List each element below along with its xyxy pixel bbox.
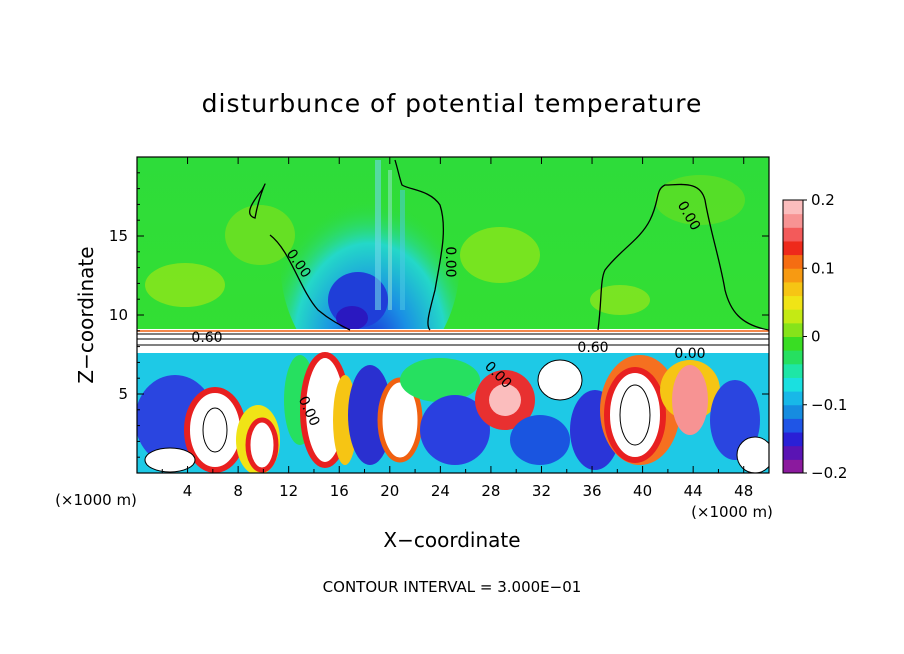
x-unit-right: (×1000 m) [691, 503, 773, 521]
plume-stripe [388, 170, 392, 310]
x-tick-label: 40 [633, 482, 652, 500]
x-tick-label: 8 [233, 482, 243, 500]
colorbar-swatch [783, 404, 803, 419]
y-tick-label: 15 [109, 227, 128, 245]
x-tick-label: 48 [734, 482, 753, 500]
colorbar-swatch [783, 377, 803, 392]
warm-patch [225, 205, 295, 265]
y-tick-label: 5 [118, 385, 128, 403]
colorbar-swatch [783, 200, 803, 215]
cold-plume [280, 157, 460, 380]
colorbar-tick-label: −0.1 [811, 396, 847, 414]
colorbar-swatch [783, 363, 803, 378]
x-tick-label: 16 [330, 482, 349, 500]
colorbar-swatch [783, 418, 803, 433]
y-axis: 5 10 15 [109, 172, 769, 458]
x-tick-label: 28 [481, 482, 500, 500]
plume-stripe [375, 160, 381, 310]
x-axis: 4 8 12 16 20 24 28 32 36 40 44 48 [161, 157, 753, 500]
y-axis-label: Z−coordinate [74, 246, 98, 383]
plot-area: 0.00 0.00 0.00 0.60 0.60 0.00 0.00 0.00 [137, 157, 769, 473]
colorbar-tick-label: 0.2 [811, 191, 835, 209]
x-axis-label: X−coordinate [383, 528, 520, 552]
x-tick-label: 12 [279, 482, 298, 500]
x-tick-label: 44 [684, 482, 703, 500]
contour-label: 0.60 [577, 340, 608, 356]
x-tick-label: 20 [380, 482, 399, 500]
colorbar-swatch [783, 227, 803, 242]
x-unit-left: (×1000 m) [55, 491, 137, 509]
colorbar-swatch [783, 268, 803, 283]
contour-label: 0.00 [674, 346, 705, 362]
colorbar-swatch [783, 459, 803, 474]
colorbar-swatch [783, 391, 803, 406]
colorbar-swatch [783, 240, 803, 256]
x-tick-label: 32 [532, 482, 551, 500]
colorbar-swatch [783, 213, 803, 228]
warm-patch [460, 227, 540, 283]
colorbar-swatch [783, 295, 803, 310]
colorbar-swatch [783, 322, 803, 337]
x-tick-label: 4 [183, 482, 193, 500]
colorbar-swatch [783, 281, 803, 297]
contour-label: 0.60 [191, 330, 222, 346]
contour-label: 0.00 [442, 246, 458, 277]
lower-eddies [137, 352, 769, 473]
warm-patch [145, 263, 225, 307]
x-tick-label: 24 [431, 482, 450, 500]
warm-patch [590, 285, 650, 315]
contour-interval-note: CONTOUR INTERVAL = 3.000E−01 [323, 578, 582, 596]
colorbar-tick-label: 0 [811, 328, 821, 346]
colorbar-tick-label: 0.1 [811, 259, 835, 277]
x-tick-label: 36 [582, 482, 601, 500]
colorbar-swatch [783, 350, 803, 365]
chart-title: disturbunce of potential temperature [202, 89, 703, 118]
plume-stripe [400, 190, 405, 310]
colorbar-swatch [783, 445, 803, 460]
colorbar-swatch [783, 336, 803, 351]
colorbar-swatch [783, 432, 803, 447]
inversion-band [137, 329, 769, 353]
colorbar: 0.2 0.1 0 −0.1 −0.2 [782, 191, 847, 482]
colorbar-swatch [783, 309, 803, 324]
colorbar-tick-label: −0.2 [811, 464, 847, 482]
warm-patch [655, 175, 745, 225]
contour-lines [249, 159, 769, 331]
y-tick-label: 10 [109, 306, 128, 324]
colorbar-swatch [783, 254, 803, 269]
cold-plume-core [336, 306, 368, 330]
